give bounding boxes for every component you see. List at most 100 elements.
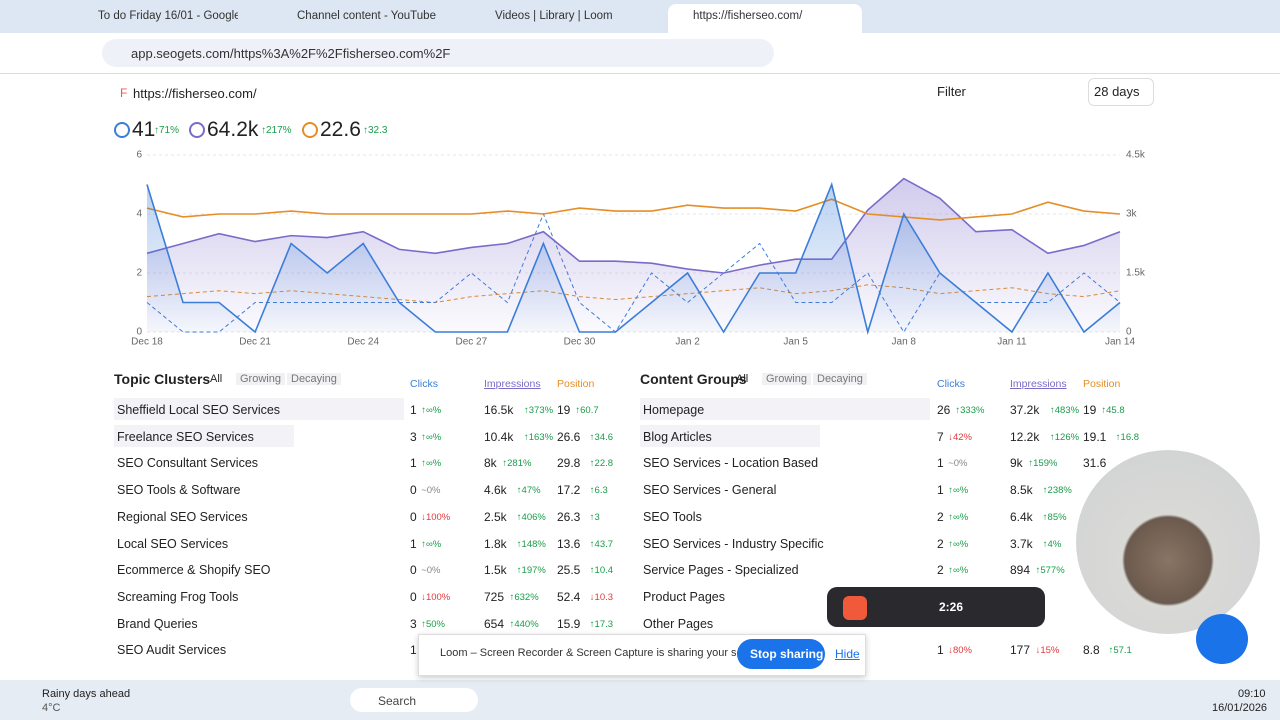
filter-tab[interactable]: Decaying: [813, 373, 867, 385]
cell-value: 1.8k: [484, 536, 507, 551]
change: ↑∞%: [948, 538, 969, 550]
url: app.seogets.com/https%3A%2F%2Ffisherseo.…: [131, 46, 451, 61]
range-select[interactable]: [1088, 78, 1154, 106]
change: ↑148%: [516, 538, 546, 550]
cell-value: 2.5k: [484, 509, 507, 524]
change: ↑60.7: [575, 405, 599, 416]
series-line: [146, 198, 1121, 221]
change: ~0%: [421, 565, 441, 577]
metric-change: ↑71%: [154, 125, 180, 136]
column-header[interactable]: Position: [557, 378, 595, 390]
filter-button[interactable]: Filter: [937, 84, 966, 99]
change: ↑159%: [1028, 458, 1058, 470]
taskbar: [0, 680, 1280, 720]
loom-timer: 2:26: [939, 600, 964, 614]
favicon: F: [120, 86, 128, 100]
row-label[interactable]: SEO Services - General: [643, 483, 777, 498]
row-label[interactable]: Blog Articles: [643, 429, 712, 444]
row-label[interactable]: Brand Queries: [117, 616, 198, 631]
row-label[interactable]: Other Pages: [643, 616, 714, 631]
column-header[interactable]: Impressions: [1010, 378, 1067, 390]
column-header[interactable]: Position: [1083, 378, 1121, 390]
column-header[interactable]: Impressions: [484, 378, 541, 390]
stop-sharing-button[interactable]: [737, 639, 825, 669]
change: ↑238%: [1042, 485, 1072, 497]
series-line: [146, 177, 1121, 274]
table-title: Topic Clusters: [114, 371, 211, 387]
cell-value: 10.4k: [484, 429, 514, 444]
filter-tab[interactable]: Growing: [762, 373, 811, 385]
column-header[interactable]: Clicks: [410, 378, 438, 390]
tab-title[interactable]: https://fisherseo.com/ | SE: [693, 10, 805, 22]
tab-title[interactable]: Videos | Library | Loom: [495, 10, 613, 22]
y-tick-label: 6: [136, 150, 142, 161]
table-title: Content Groups: [640, 371, 747, 387]
change: ↑∞%: [948, 511, 969, 523]
filter-tab[interactable]: Decaying: [287, 373, 341, 385]
stop-record[interactable]: [843, 596, 867, 620]
cell-value: 52.4: [557, 589, 581, 604]
row-label[interactable]: Ecommerce & Shopify SEO: [117, 563, 271, 578]
x-tick-label: Dec 27: [455, 337, 487, 348]
row-name: [114, 398, 404, 420]
active-tab[interactable]: [668, 4, 862, 33]
cell-value: 13.6: [557, 536, 581, 551]
change: ↑10.4: [589, 565, 614, 577]
row-label[interactable]: SEO Tools & Software: [117, 483, 241, 498]
range-label: 28 days: [1094, 84, 1140, 99]
cell-value: 8.8: [1083, 643, 1100, 658]
change: ↑47%: [516, 485, 541, 497]
cell-value: 4.6k: [484, 483, 507, 498]
change: ~0%: [421, 485, 441, 497]
tab-title[interactable]: Channel content - YouTube Stu: [297, 10, 437, 22]
row-label[interactable]: Homepage: [643, 403, 705, 417]
row-label[interactable]: Service Pages - Specialized: [643, 563, 799, 578]
change: ↑483%: [1050, 405, 1080, 416]
cell-value: 2: [937, 563, 944, 578]
change: ↓100%: [421, 591, 451, 603]
cell-value: 7: [937, 429, 944, 444]
search-label: Search: [378, 694, 417, 708]
hide-link[interactable]: Hide: [835, 647, 860, 661]
x-tick-label: Dec 24: [347, 337, 379, 348]
cell-value: 177: [1010, 643, 1031, 658]
column-header[interactable]: Clicks: [937, 378, 965, 390]
change: ↑440%: [509, 618, 539, 630]
address-bar[interactable]: [102, 39, 774, 67]
cell-value: 19: [557, 403, 571, 417]
row-label[interactable]: SEO Services - Location Based: [643, 456, 819, 471]
x-tick-label: Jan 2: [675, 337, 700, 348]
x-tick-label: Dec 30: [564, 337, 596, 348]
row-label[interactable]: Sheffield Local SEO Services: [117, 403, 281, 417]
metric-change: ↑32.3: [363, 125, 388, 136]
row-label[interactable]: Product Pages: [643, 589, 725, 604]
cell-value: 3: [410, 429, 417, 444]
y2-tick-label: 1.5k: [1126, 268, 1146, 279]
tab-title[interactable]: To do Friday 16/01 - Google Do: [98, 10, 238, 22]
cell-value: 19: [1083, 403, 1097, 417]
weather: Rainy days ahead: [42, 688, 131, 700]
row-label[interactable]: Freelance SEO Services: [117, 429, 254, 444]
row-label[interactable]: SEO Audit Services: [117, 643, 227, 658]
change: ↑197%: [516, 565, 546, 577]
row-label[interactable]: Local SEO Services: [117, 536, 229, 551]
change: ↑632%: [509, 591, 539, 603]
change: ↑16.8: [1115, 431, 1140, 443]
y2-tick-label: 3k: [1126, 209, 1138, 220]
cell-value: 26: [937, 403, 951, 417]
chat-button[interactable]: [1196, 614, 1248, 664]
filter-tab[interactable]: Growing: [236, 373, 285, 385]
row-label[interactable]: SEO Consultant Services: [117, 456, 259, 471]
change: ↑333%: [955, 405, 985, 416]
row-label[interactable]: Regional SEO Services: [117, 509, 248, 524]
search-box[interactable]: [350, 688, 478, 712]
filter-tab[interactable]: All: [736, 373, 749, 385]
cell-value: 2: [937, 536, 944, 551]
row-label[interactable]: SEO Services - Industry Specific: [643, 536, 824, 551]
cell-value: 2: [937, 509, 944, 524]
row-label[interactable]: SEO Tools: [643, 509, 702, 524]
tab-bar: [0, 0, 1280, 33]
filter-tab[interactable]: All: [210, 373, 223, 385]
row-label[interactable]: Screaming Frog Tools: [117, 589, 239, 604]
metric-value: 64.2k: [207, 118, 259, 141]
